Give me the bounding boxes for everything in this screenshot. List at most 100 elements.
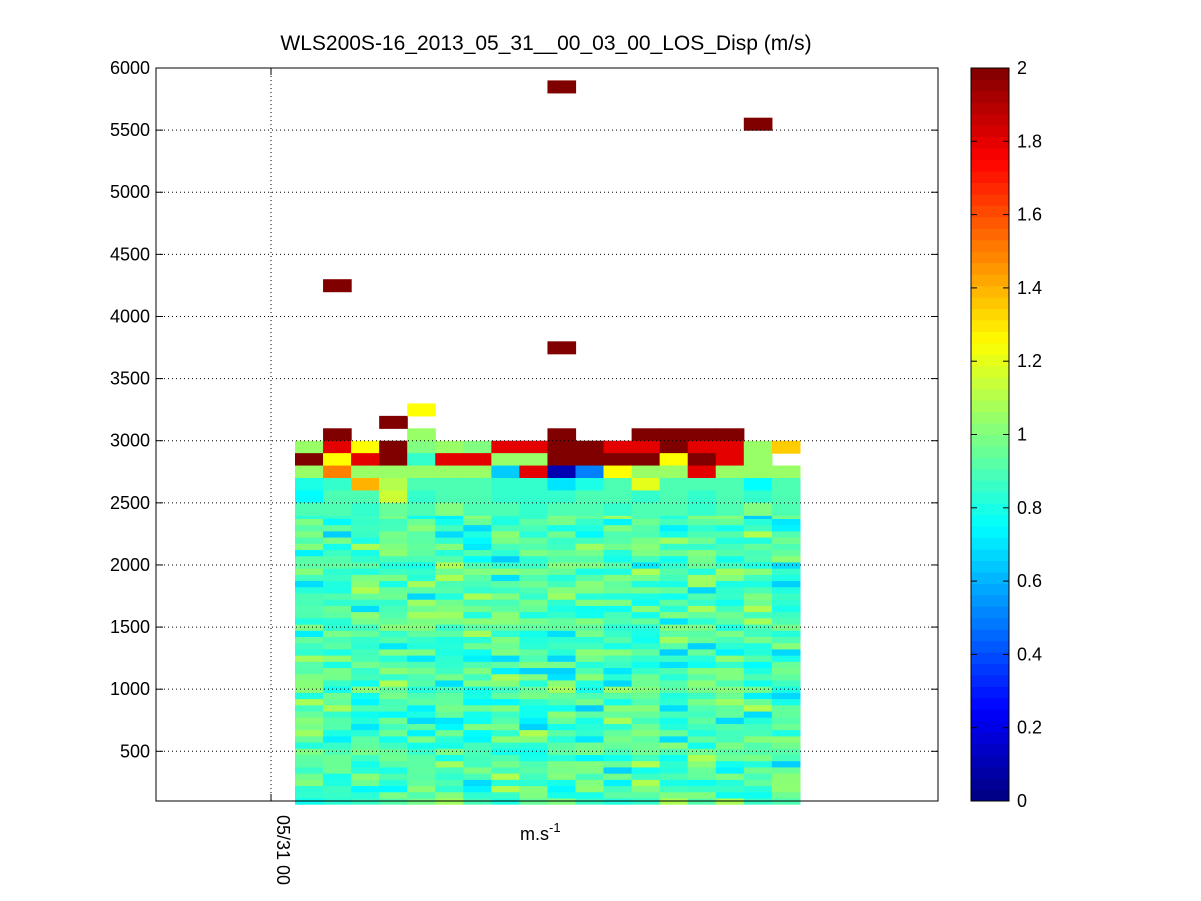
heatmap-cell — [715, 655, 745, 662]
colorbar-swatch — [971, 90, 1009, 103]
heatmap-cell — [575, 465, 605, 479]
heatmap-cell — [435, 648, 464, 656]
heatmap-cell — [715, 773, 745, 780]
heatmap-cell — [295, 617, 324, 625]
heatmap-cell — [603, 760, 633, 768]
heatmap-cell — [575, 785, 605, 793]
heatmap-cell — [743, 729, 773, 737]
heatmap-cell — [463, 710, 492, 718]
heatmap-cell — [519, 710, 549, 718]
heatmap-cell — [295, 741, 324, 749]
heatmap-cell — [323, 555, 352, 563]
heatmap-cell — [351, 655, 380, 662]
heatmap-cell — [491, 561, 520, 569]
heatmap-cell — [715, 568, 745, 575]
heatmap-cell — [295, 549, 324, 557]
heatmap-cell — [463, 574, 492, 582]
heatmap-cell — [407, 735, 436, 743]
heatmap-cell — [519, 605, 549, 613]
heatmap-cell — [771, 679, 801, 687]
heatmap-cell — [771, 599, 801, 606]
heatmap-cell — [715, 754, 745, 762]
heatmap-cell — [407, 648, 436, 656]
heatmap-cell — [407, 686, 436, 693]
heatmap-cell — [295, 729, 324, 737]
heatmap-cell — [575, 440, 605, 454]
heatmap-cell — [631, 791, 661, 799]
heatmap-cell — [519, 611, 549, 619]
heatmap-cell — [379, 748, 408, 756]
heatmap-cell — [519, 766, 549, 774]
colorbar-tick-label: 0.4 — [1017, 644, 1042, 664]
heatmap-cell — [603, 748, 633, 756]
heatmap-cell — [379, 623, 408, 631]
heatmap-cell — [323, 698, 352, 706]
heatmap-cell — [463, 605, 492, 613]
heatmap-cell — [771, 543, 801, 551]
heatmap-cell — [463, 543, 492, 551]
heatmap-cell — [519, 723, 549, 731]
colorbar-swatch — [971, 640, 1009, 653]
heatmap-cell — [323, 655, 352, 662]
heatmap-cell — [295, 465, 324, 479]
heatmap-cell — [435, 630, 464, 637]
heatmap-cell — [715, 785, 745, 793]
heatmap-cell — [295, 477, 324, 491]
heatmap-cell — [435, 611, 464, 619]
heatmap-cell — [463, 661, 492, 669]
heatmap-cell — [351, 692, 380, 700]
heatmap-cell — [743, 673, 773, 681]
heatmap-cell — [771, 549, 801, 557]
heatmap-cell — [407, 723, 436, 731]
heatmap-cell — [771, 655, 801, 662]
heatmap-cell — [295, 648, 324, 656]
heatmap-cell — [407, 661, 436, 669]
heatmap-cell — [351, 524, 380, 532]
heatmap-cell — [687, 599, 717, 606]
heatmap-cell — [631, 741, 661, 749]
heatmap-cell — [659, 580, 689, 588]
heatmap-cell — [519, 465, 549, 479]
heatmap-cell — [659, 574, 689, 582]
heatmap-cell — [323, 791, 352, 799]
heatmap-cell — [659, 518, 689, 526]
heatmap-cell — [743, 518, 773, 526]
heatmap-cell — [435, 679, 464, 687]
heatmap-cell — [771, 568, 801, 575]
heatmap-cell — [659, 698, 689, 706]
heatmap-cell — [771, 766, 801, 774]
heatmap-cell — [659, 605, 689, 613]
heatmap-cell — [323, 623, 352, 631]
heatmap-cell — [743, 580, 773, 588]
heatmap-cell — [575, 518, 605, 526]
heatmap-cell — [491, 599, 520, 606]
heatmap-cell — [547, 723, 577, 731]
heatmap-cell — [547, 636, 577, 644]
heatmap-cell — [659, 555, 689, 563]
heatmap-cell — [407, 710, 436, 718]
colorbar-swatch — [971, 239, 1009, 252]
heatmap-cell — [575, 530, 605, 538]
heatmap-cell — [743, 667, 773, 675]
heatmap-cell — [603, 735, 633, 743]
heatmap-cell — [379, 698, 408, 706]
heatmap-cell — [323, 599, 352, 606]
heatmap-cell — [659, 453, 689, 467]
heatmap-cell — [743, 524, 773, 532]
heatmap-cell — [379, 791, 408, 799]
heatmap-cell — [351, 440, 380, 454]
heatmap-cell — [687, 530, 717, 538]
heatmap-cell — [743, 611, 773, 619]
heatmap-cell — [715, 555, 745, 563]
heatmap-cell — [323, 537, 352, 544]
heatmap-cell — [491, 667, 520, 675]
heatmap-cell — [659, 543, 689, 551]
heatmap-cell — [771, 611, 801, 619]
heatmap-cell — [379, 661, 408, 669]
heatmap-cell — [603, 655, 633, 662]
heatmap-cell — [463, 642, 492, 650]
heatmap-cell — [323, 543, 352, 551]
heatmap-cell — [631, 648, 661, 656]
heatmap-cell — [379, 592, 408, 600]
heatmap-cell — [687, 502, 717, 516]
